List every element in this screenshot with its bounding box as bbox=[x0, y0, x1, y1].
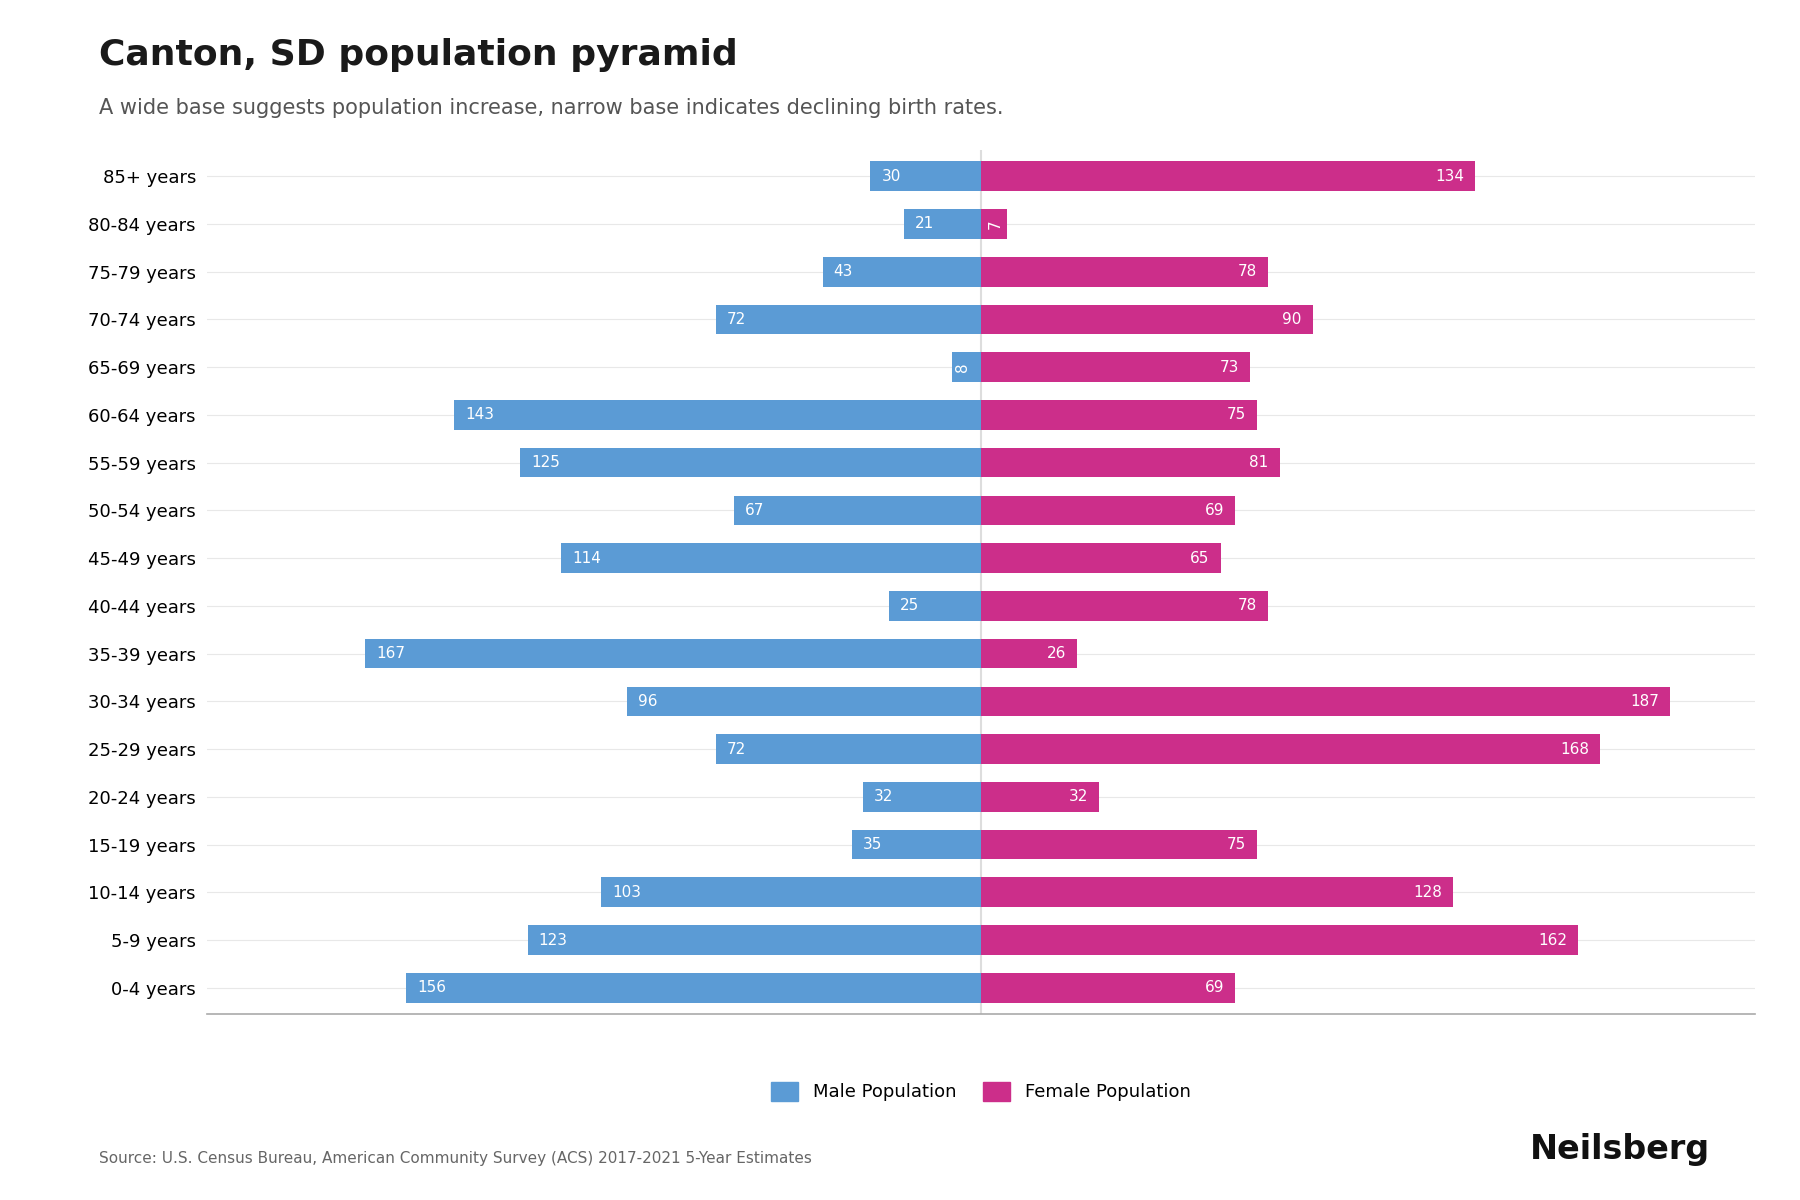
Text: 75: 75 bbox=[1228, 408, 1246, 422]
Bar bbox=[601, 877, 981, 907]
Text: 78: 78 bbox=[1238, 599, 1258, 613]
Text: 162: 162 bbox=[1537, 932, 1568, 948]
Bar bbox=[527, 925, 981, 955]
Text: 114: 114 bbox=[572, 551, 601, 565]
Text: Source: U.S. Census Bureau, American Community Survey (ACS) 2017-2021 5-Year Est: Source: U.S. Census Bureau, American Com… bbox=[99, 1152, 812, 1166]
Text: Canton, SD population pyramid: Canton, SD population pyramid bbox=[99, 38, 738, 72]
Bar bbox=[981, 638, 1076, 668]
Bar bbox=[823, 257, 981, 287]
Bar bbox=[716, 305, 981, 335]
Bar bbox=[981, 877, 1453, 907]
Text: 134: 134 bbox=[1435, 169, 1463, 184]
Bar bbox=[851, 829, 981, 859]
Bar bbox=[981, 353, 1249, 382]
Text: 128: 128 bbox=[1413, 884, 1442, 900]
Text: 103: 103 bbox=[612, 884, 641, 900]
Bar bbox=[981, 973, 1235, 1002]
Text: 156: 156 bbox=[418, 980, 446, 995]
Text: 78: 78 bbox=[1238, 264, 1258, 280]
Bar bbox=[981, 257, 1269, 287]
Bar bbox=[716, 734, 981, 764]
Bar bbox=[981, 162, 1474, 191]
Bar bbox=[871, 162, 981, 191]
Bar bbox=[981, 925, 1579, 955]
Text: 69: 69 bbox=[1204, 503, 1224, 518]
Text: 21: 21 bbox=[914, 216, 934, 232]
Bar bbox=[981, 782, 1100, 811]
Text: 167: 167 bbox=[376, 646, 405, 661]
Text: 25: 25 bbox=[900, 599, 920, 613]
Text: 73: 73 bbox=[1220, 360, 1238, 374]
Text: 69: 69 bbox=[1204, 980, 1224, 995]
Bar bbox=[562, 544, 981, 572]
Bar bbox=[454, 400, 981, 430]
Text: 143: 143 bbox=[464, 408, 493, 422]
Text: 96: 96 bbox=[639, 694, 657, 709]
Bar bbox=[626, 686, 981, 716]
Text: 65: 65 bbox=[1190, 551, 1210, 565]
Bar bbox=[952, 353, 981, 382]
Text: 72: 72 bbox=[727, 312, 745, 326]
Bar bbox=[981, 544, 1220, 572]
Bar bbox=[981, 734, 1600, 764]
Text: 67: 67 bbox=[745, 503, 765, 518]
Text: A wide base suggests population increase, narrow base indicates declining birth : A wide base suggests population increase… bbox=[99, 98, 1004, 119]
Text: 7: 7 bbox=[988, 220, 1003, 229]
Text: 187: 187 bbox=[1631, 694, 1660, 709]
Bar bbox=[981, 448, 1280, 478]
Bar bbox=[981, 209, 1006, 239]
Bar bbox=[904, 209, 981, 239]
Text: 8: 8 bbox=[956, 362, 970, 372]
Bar bbox=[520, 448, 981, 478]
Bar bbox=[365, 638, 981, 668]
Text: 26: 26 bbox=[1046, 646, 1066, 661]
Text: Neilsberg: Neilsberg bbox=[1530, 1133, 1710, 1166]
Text: 35: 35 bbox=[862, 838, 882, 852]
Text: 30: 30 bbox=[882, 169, 900, 184]
Text: 125: 125 bbox=[531, 455, 560, 470]
Bar bbox=[981, 829, 1258, 859]
Bar bbox=[981, 305, 1312, 335]
Text: 168: 168 bbox=[1561, 742, 1589, 756]
Legend: Male Population, Female Population: Male Population, Female Population bbox=[763, 1074, 1199, 1109]
Bar bbox=[981, 496, 1235, 526]
Text: 123: 123 bbox=[538, 932, 567, 948]
Text: 81: 81 bbox=[1249, 455, 1269, 470]
Bar bbox=[981, 592, 1269, 620]
Text: 75: 75 bbox=[1228, 838, 1246, 852]
Text: 32: 32 bbox=[875, 790, 893, 804]
Bar bbox=[981, 686, 1670, 716]
Text: 32: 32 bbox=[1069, 790, 1087, 804]
Bar bbox=[407, 973, 981, 1002]
Text: 90: 90 bbox=[1282, 312, 1301, 326]
Bar bbox=[889, 592, 981, 620]
Bar bbox=[734, 496, 981, 526]
Text: 72: 72 bbox=[727, 742, 745, 756]
Bar bbox=[981, 400, 1258, 430]
Text: 43: 43 bbox=[833, 264, 853, 280]
Bar bbox=[862, 782, 981, 811]
